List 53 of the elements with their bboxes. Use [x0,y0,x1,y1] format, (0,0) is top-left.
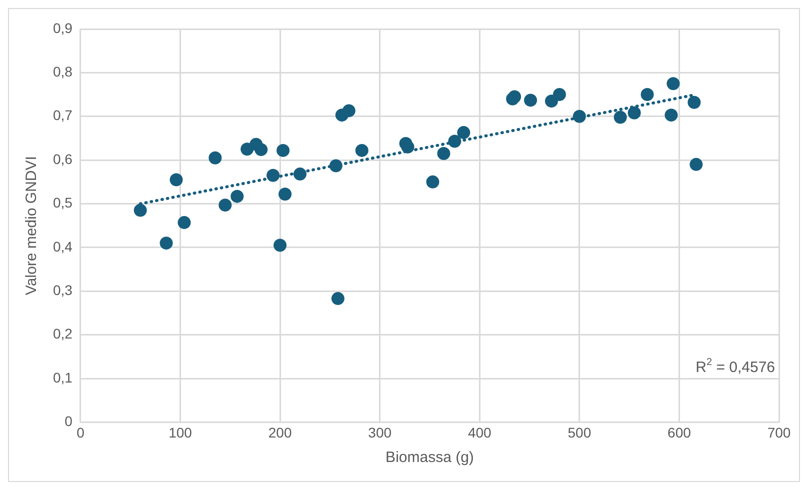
point [274,238,287,252]
point [628,106,641,120]
point [552,88,566,102]
point [160,236,173,250]
y-tick-label: 0,7 [52,107,73,124]
point [572,110,586,123]
point [329,159,342,172]
x-tick-label: 400 [468,424,492,440]
point [690,158,703,171]
y-tick-label: 0,5 [52,194,73,211]
point [342,104,356,118]
y-tick-label: 0,4 [52,238,73,254]
y-tick-label: 0,3 [52,282,73,298]
y-tick-label: 0,9 [52,20,73,36]
point [218,198,232,212]
point [457,126,470,140]
point [230,190,244,203]
y-tick-label: 0,8 [52,64,73,80]
point [266,168,280,182]
point [276,144,290,157]
point [401,140,414,154]
point [254,143,268,156]
x-tick-label: 600 [668,424,692,440]
point [355,144,368,157]
y-tick-label: 0,6 [52,150,73,167]
point [614,110,627,124]
point [524,94,538,107]
y-axis-title: Valore medio GNDVI [23,156,40,296]
y-tick-label: 0,1 [52,369,73,386]
point [640,88,654,102]
point [208,151,222,164]
point [178,216,191,230]
y-tick-label: 0,2 [52,326,73,342]
x-axis-title: Biomassa (g) [386,449,474,466]
x-tick-label: 100 [168,424,192,440]
x-tick-label: 200 [268,424,292,440]
x-tick-label: 700 [767,424,791,440]
x-tick-label: 300 [368,424,392,440]
y-tick-label: 0 [64,413,73,430]
point [170,173,183,186]
point [331,292,344,306]
point [437,147,450,160]
point [426,175,440,188]
point [134,204,147,217]
point [664,108,678,122]
point [666,77,680,90]
point [448,134,462,148]
x-tick-label: 500 [568,424,592,440]
x-tick-label: 0 [76,424,85,440]
point [294,168,307,181]
point [278,188,292,201]
point [544,94,558,108]
point [688,96,701,109]
